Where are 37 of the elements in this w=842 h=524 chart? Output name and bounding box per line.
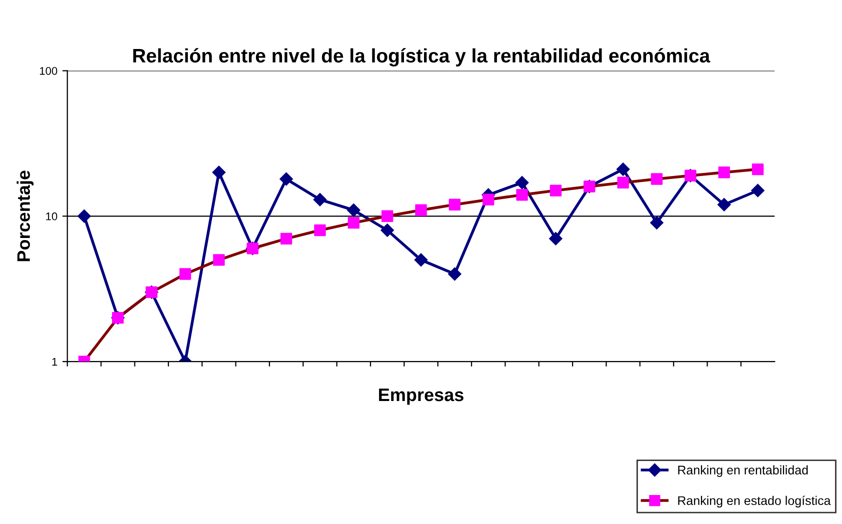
legend-label: Ranking en rentabilidad (678, 465, 808, 477)
point (516, 189, 528, 201)
point (381, 210, 394, 222)
legend-label: Ranking en estado logística (678, 496, 831, 508)
point (314, 224, 326, 236)
point (549, 232, 562, 246)
point (280, 172, 293, 186)
point (313, 192, 327, 206)
x-axis-title: Empresas (379, 388, 464, 405)
point (448, 267, 462, 281)
chart-title: Relación entre nivel de la logística y la rentabilidad económica (133, 48, 710, 67)
y-tick-label: 10 (46, 212, 58, 220)
point (617, 176, 629, 188)
point (616, 162, 630, 176)
point (78, 210, 91, 223)
point (348, 216, 360, 229)
point (280, 232, 292, 245)
y-tick-label: 100 (40, 67, 58, 75)
point (650, 216, 664, 230)
point (751, 184, 764, 198)
point (347, 204, 360, 217)
y-axis-title: Porcentaje (16, 170, 34, 262)
point (212, 166, 226, 179)
point (415, 204, 427, 216)
point (718, 166, 730, 178)
point (550, 184, 562, 196)
point (752, 163, 764, 176)
point (515, 176, 529, 190)
point (213, 254, 225, 266)
y-tick-label: 1 (52, 358, 58, 366)
point (380, 224, 394, 237)
point (482, 194, 494, 206)
point (650, 173, 663, 185)
point (414, 253, 428, 267)
point (448, 198, 461, 210)
point (718, 198, 731, 212)
point (179, 268, 192, 280)
